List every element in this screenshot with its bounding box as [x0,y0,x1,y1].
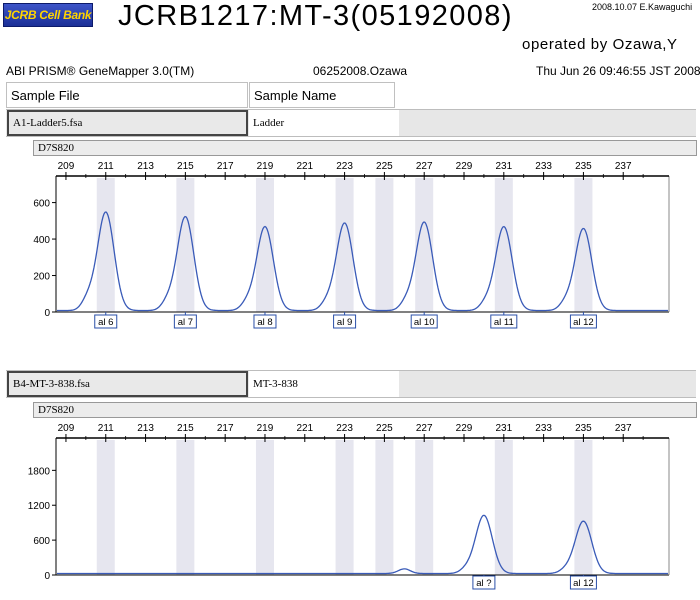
page-title: JCRB1217:MT-3(05192008) [118,0,513,32]
allele-bin [176,178,195,312]
allele-bin [375,178,394,312]
allele-label: al ? [476,578,491,589]
marker-bar: D7S820 [33,140,697,156]
allele-bin [415,178,434,312]
x-tick-label: 223 [336,161,353,172]
jcrb-logo: JCRB Cell Bank [3,3,93,27]
allele-label-box [569,314,597,329]
allele-bin [176,440,195,575]
allele-bin [96,440,115,575]
sample-file-cell[interactable]: A1-Ladder5.fsa [7,110,248,136]
signal-trace [57,211,668,312]
x-tick-label: 233 [535,161,552,172]
x-tick-label: 225 [376,423,393,434]
x-tick-label: 221 [296,161,313,172]
allele-bin [255,440,274,575]
allele-label-box [94,314,118,329]
x-tick-label: 227 [416,423,433,434]
allele-label: al 9 [337,317,352,328]
run-datetime: Thu Jun 26 09:46:55 JST 2008 [536,64,700,78]
y-tick-label: 1800 [28,466,51,477]
sample-name-header: Sample Name [249,82,395,108]
x-tick-label: 215 [177,161,194,172]
x-tick-label: 231 [495,161,512,172]
x-tick-label: 223 [336,423,353,434]
sample-name-cell[interactable]: Ladder [249,110,399,136]
allele-bin [96,178,115,312]
signal-trace [57,514,668,575]
allele-label: al 10 [414,317,435,328]
allele-label-box [173,314,197,329]
x-tick-label: 235 [575,423,592,434]
electropherogram-ladder: 209 211 213 215 217 219 221 223 225 227 229 231 233 2… [33,161,670,329]
x-tick-label: 211 [98,423,114,434]
x-tick-label: 211 [98,161,114,172]
sample-file-header: Sample File [6,82,248,108]
x-tick-label: 227 [416,161,433,172]
x-tick-label: 215 [177,423,194,434]
x-tick-label: 231 [495,423,512,434]
allele-label-box [490,314,518,329]
sample-file-cell[interactable]: B4-MT-3-838.fsa [7,371,248,397]
allele-label: al 12 [573,317,594,328]
allele-bin [335,440,354,575]
allele-label: al 8 [257,317,272,328]
x-tick-label: 213 [137,423,154,434]
operator-label: operated by Ozawa,Y [522,36,678,53]
x-tick-label: 221 [296,423,313,434]
x-tick-label: 233 [535,423,552,434]
x-tick-label: 213 [137,161,154,172]
x-tick-label: 235 [575,161,592,172]
y-tick-label: 200 [33,272,50,283]
x-tick-label: 229 [456,423,473,434]
allele-bin [494,178,513,312]
x-tick-label: 237 [615,161,632,172]
allele-label: al 12 [573,578,594,589]
y-tick-label: 400 [33,235,50,246]
allele-bin [255,178,274,312]
allele-bin [494,440,513,575]
allele-label: al 11 [494,317,514,328]
allele-bin [375,440,394,575]
x-tick-label: 229 [456,161,473,172]
y-tick-label: 600 [33,199,50,210]
x-tick-label: 219 [257,423,274,434]
allele-label-box [569,575,597,590]
x-tick-label: 225 [376,161,393,172]
allele-bin [335,178,354,312]
allele-bin [574,178,593,312]
sample-name-cell[interactable]: MT-3-838 [249,371,399,397]
allele-bin [574,440,593,575]
x-tick-label: 237 [615,423,632,434]
y-tick-label: 600 [33,536,50,547]
marker-bar: D7S820 [33,402,697,418]
software-label: ABI PRISM® GeneMapper 3.0(TM) [6,64,195,78]
y-tick-label: 0 [44,308,50,319]
run-name: 06252008.Ozawa [313,64,408,78]
allele-label: al 6 [98,317,113,328]
allele-label: al 7 [178,317,193,328]
x-tick-label: 217 [217,423,234,434]
electropherogram-sample: 209 211 213 215 217 219 221 223 225 227 229 231 233 2… [28,423,670,590]
date-stamp: 2008.10.07 E.Kawaguchi [592,2,693,12]
allele-label-box [253,314,277,329]
allele-label-box [472,575,496,590]
x-tick-label: 209 [58,423,75,434]
allele-label-box [333,314,357,329]
x-tick-label: 209 [58,161,75,172]
x-tick-label: 219 [257,161,274,172]
y-tick-label: 0 [44,571,50,582]
x-tick-label: 217 [217,161,234,172]
y-tick-label: 1200 [28,501,51,512]
allele-bin [415,440,434,575]
allele-label-box [410,314,438,329]
